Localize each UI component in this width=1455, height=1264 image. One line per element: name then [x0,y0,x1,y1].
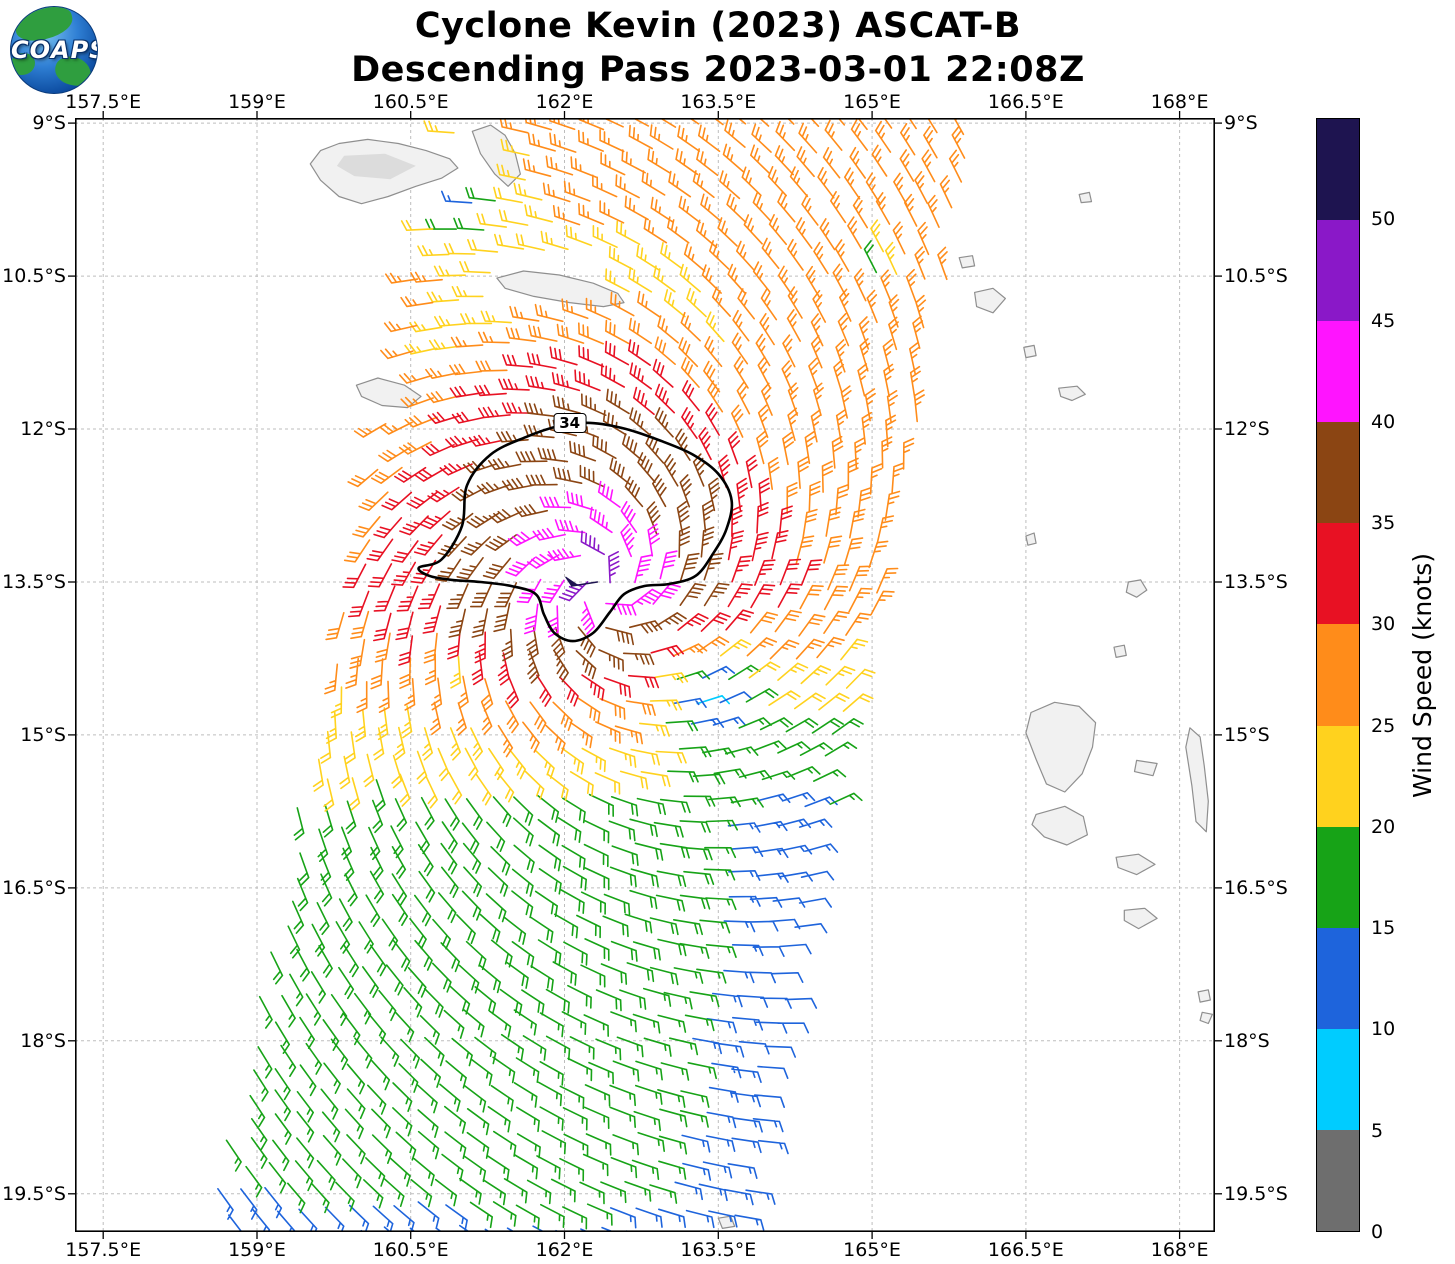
lon-tick-label-bottom: 162°E [535,1239,594,1261]
wind-barbs-15kt [225,186,878,1230]
colorbar-tick-label: 45 [1371,309,1396,332]
plot-title-line1: Cyclone Kevin (2023) ASCAT-B [414,6,1022,46]
island-malakula [1031,805,1088,846]
lat-tick-label-right: 10.5°S [1224,265,1288,288]
lat-tick-label-left: 19.5°S [2,1182,66,1205]
lat-tick-label-right: 18°S [1224,1029,1270,1052]
coaps-logo: COAPS [10,6,98,94]
lon-tick-label-top: 163.5°E [680,91,757,113]
lat-tick-label-right: 15°S [1224,723,1270,746]
island-efate-north-2 [1199,1011,1213,1025]
colorbar-tick-label: 30 [1371,613,1396,636]
island-mota-lava [1113,644,1127,658]
lon-tick-label-bottom: 168°E [1150,1239,1209,1261]
colorbar-segment [1317,927,1359,1029]
lat-tick-label-right: 9°S [1224,112,1258,135]
island-vanikoro [1058,385,1086,402]
wind-barbs-30kt [342,339,823,709]
lat-tick-label-left: 10.5°S [2,265,66,288]
lat-tick-label-right: 13.5°S [1224,570,1288,593]
island-torres [1025,532,1037,546]
lon-tick-label-bottom: 166.5°E [987,1239,1064,1261]
lon-tick-label-bottom: 160.5°E [372,1239,449,1261]
island-bottom-islet [717,1215,736,1229]
lat-tick-label-left: 9°S [32,112,66,135]
colorbar-tick-label: 0 [1371,1221,1384,1243]
colorbar-segment [1317,422,1359,524]
island-epi [1123,907,1158,930]
island-small-island-1 [974,287,1006,314]
lon-tick-label-top: 157.5°E [65,91,142,113]
logo-continent-icon [11,53,35,75]
wind-barbs-45kt [558,530,620,602]
lat-tick-label-right: 19.5°S [1224,1182,1288,1205]
colorbar [1316,118,1360,1232]
map-plot [68,111,1222,1239]
island-efate-north-1 [1197,989,1211,1003]
island-maewo-pentecost [1185,727,1209,833]
wind-barb-pennants [565,576,579,587]
contour-34kt-label: 34 [553,412,587,433]
colorbar-tick-label: 5 [1371,1119,1384,1142]
lon-tick-label-top: 168°E [1150,91,1209,113]
colorbar-segment [1317,1129,1359,1232]
lat-tick-label-right: 12°S [1224,418,1270,440]
lat-tick-label-right: 16.5°S [1224,876,1288,899]
colorbar-tick-label: 40 [1371,410,1396,433]
lat-tick-label-left: 12°S [20,418,66,440]
lon-tick-label-top: 165°E [843,91,901,113]
colorbar-tick-label: 25 [1371,714,1396,737]
colorbar-segment [1317,1028,1359,1130]
lat-tick-label-left: 15°S [20,723,66,746]
island-ambae [1133,759,1158,777]
lat-tick-label-left: 18°S [20,1029,66,1052]
contour-34kt [417,421,734,643]
island-small-island-2 [1078,191,1093,204]
colorbar-segment [1317,220,1359,322]
plot-title-line2: Descending Pass 2023-03-01 22:08Z [351,50,1085,90]
colorbar-tick-label: 10 [1371,1018,1396,1041]
island-vanua-lava [1125,579,1148,598]
lon-tick-label-bottom: 165°E [843,1239,901,1261]
lon-tick-label-top: 160.5°E [372,91,449,113]
island-guadalcanal-terrain [336,153,416,180]
lat-tick-label-left: 16.5°S [2,876,66,899]
lon-tick-label-top: 166.5°E [987,91,1064,113]
lon-tick-label-top: 162°E [535,91,594,113]
colorbar-segment [1317,725,1359,827]
plot-frame [75,118,1216,1233]
colorbar-segment [1317,321,1359,423]
island-ambrym [1115,853,1156,876]
logo-text: COAPS [11,36,98,64]
island-espiritu-santo [1025,701,1097,793]
island-utupua [1023,344,1037,359]
colorbar-segment [1317,826,1359,928]
lat-tick-label-left: 13.5°S [2,570,66,593]
colorbar-segment [1317,624,1359,726]
colorbar-tick-label: 15 [1371,917,1396,940]
map-layers [75,118,1215,1232]
lon-tick-label-bottom: 159°E [228,1239,286,1261]
lon-tick-label-top: 159°E [228,91,286,113]
wind-barbs-20kt [312,120,898,812]
island-makira [496,270,625,308]
lon-tick-label-bottom: 163.5°E [680,1239,757,1261]
colorbar-segment [1317,119,1359,221]
wind-barbs-25kt [324,118,966,758]
colorbar-title: Wind Speed (knots) [1408,552,1437,798]
wind-barbs-40kt [505,480,681,638]
colorbar-tick-label: 50 [1371,208,1396,231]
colorbar-tick-label: 20 [1371,815,1396,838]
island-rennell [355,377,422,409]
island-nendo [958,255,976,269]
lon-tick-label-bottom: 157.5°E [65,1239,142,1261]
colorbar-tick-label: 35 [1371,512,1396,535]
colorbar-segment [1317,523,1359,625]
wind-barbs-35kt [434,388,730,684]
